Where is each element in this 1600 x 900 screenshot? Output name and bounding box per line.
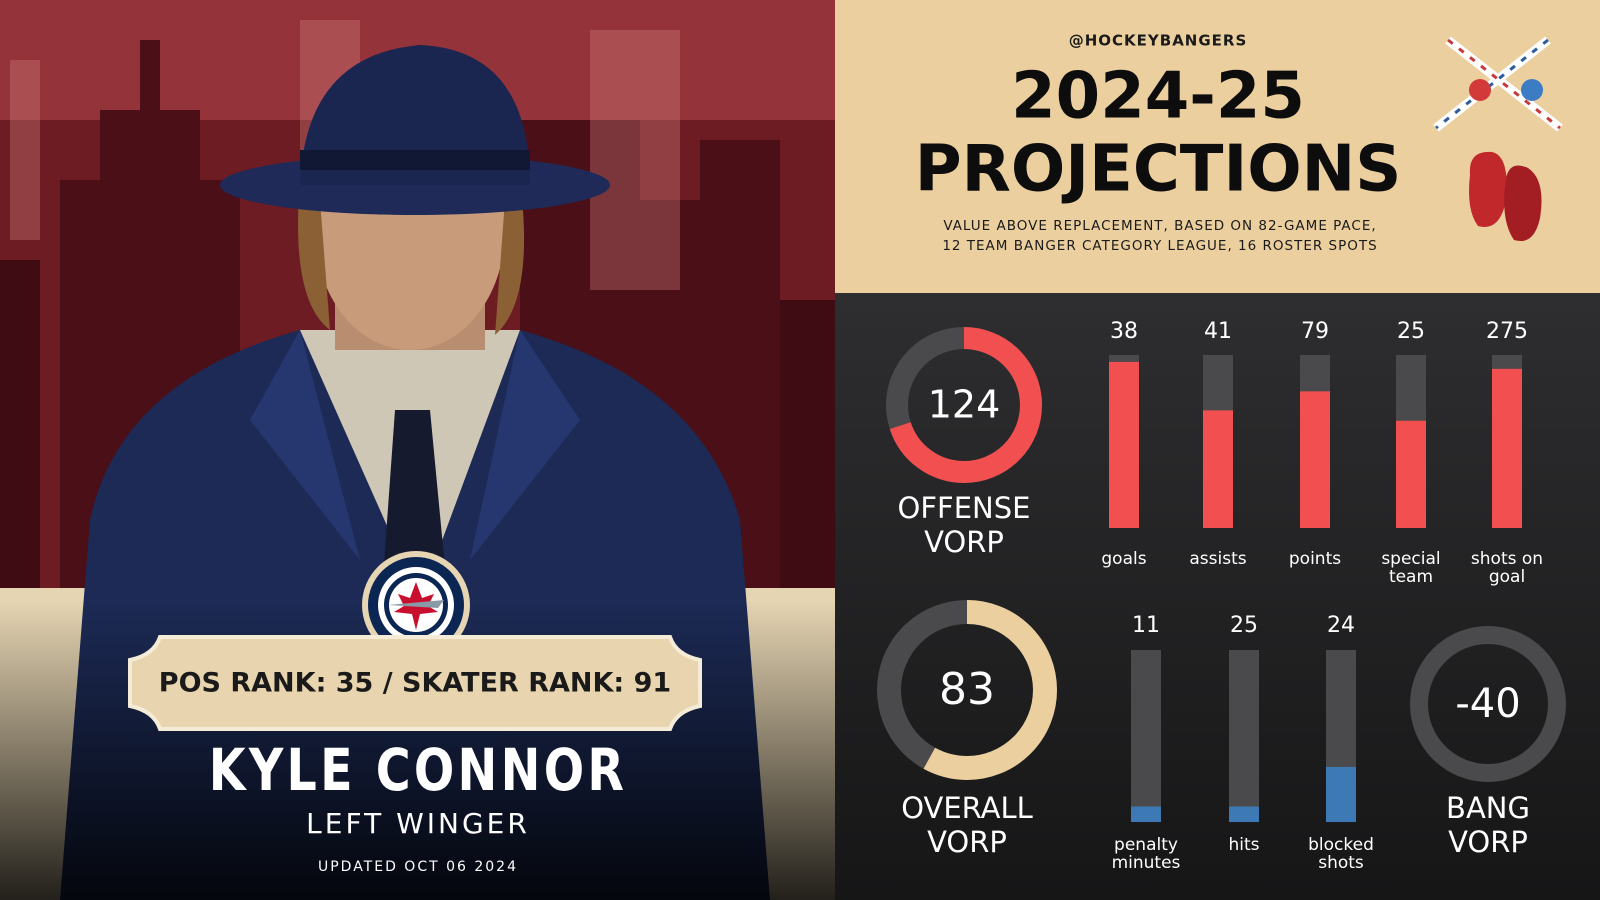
donut-value: 124: [928, 383, 1001, 427]
bar-value: 11: [1132, 613, 1160, 638]
bar-label: penalty: [1114, 835, 1178, 855]
subtitle-line: 12 TEAM BANGER CATEGORY LEAGUE, 16 ROSTE…: [942, 238, 1377, 254]
bar-value: 275: [1486, 319, 1528, 344]
bar-label: team: [1389, 567, 1433, 587]
donut-label: OVERALL: [901, 791, 1033, 825]
bar-track: [1229, 650, 1259, 822]
bar-value: 38: [1110, 319, 1138, 344]
bar-label: minutes: [1112, 853, 1181, 873]
bar-label: blocked: [1308, 835, 1374, 855]
donut-label: VORP: [924, 525, 1004, 559]
donut-label: OFFENSE: [898, 491, 1031, 525]
bar-value: 25: [1397, 319, 1425, 344]
bar: [1229, 806, 1259, 822]
position: LEFT WINGER: [306, 807, 530, 840]
bar-value: 25: [1230, 613, 1258, 638]
donut-fill: [886, 327, 1042, 483]
bar-value: 24: [1327, 613, 1355, 638]
donut-label: VORP: [1448, 825, 1528, 859]
handle: @HOCKEYBANGERS: [1069, 32, 1248, 50]
updated: UPDATED OCT 06 2024: [318, 859, 518, 875]
bar-value: 79: [1301, 319, 1329, 344]
header-panel: [835, 0, 1600, 293]
bar-label: hits: [1228, 835, 1259, 855]
bar: [1109, 361, 1139, 528]
bar: [1131, 806, 1161, 822]
title-line: PROJECTIONS: [915, 133, 1402, 207]
donut-fill: [877, 600, 1057, 780]
title-line: 2024-25: [1011, 60, 1305, 134]
bar: [1203, 410, 1233, 528]
player-name: KYLE CONNOR: [209, 736, 628, 804]
logo: [1433, 36, 1563, 242]
bar: [1396, 420, 1426, 528]
subtitle-line: VALUE ABOVE REPLACEMENT, BASED ON 82-GAM…: [943, 218, 1376, 234]
bar-label: assists: [1189, 549, 1246, 569]
donut-label: VORP: [927, 825, 1007, 859]
rank: POS RANK: 35 / SKATER RANK: 91: [159, 668, 671, 699]
donut-track: [1410, 626, 1566, 782]
bar-label: goals: [1101, 549, 1146, 569]
donut-label: BANG: [1446, 791, 1530, 825]
poster: POS RANK: 35 / SKATER RANK: 91 KYLE CONN…: [0, 0, 835, 900]
bar-track: [1131, 650, 1161, 822]
bar-label: goal: [1489, 567, 1525, 587]
bar: [1300, 391, 1330, 528]
donut-value: 83: [939, 664, 995, 715]
bar-value: 41: [1204, 319, 1232, 344]
bar: [1326, 766, 1356, 822]
bar: [1492, 368, 1522, 528]
bar-label: special: [1381, 549, 1440, 569]
bar-label: shots on: [1471, 549, 1543, 569]
donut-value: -40: [1455, 681, 1520, 727]
bar-label: points: [1289, 549, 1341, 569]
bar-label: shots: [1318, 853, 1364, 873]
